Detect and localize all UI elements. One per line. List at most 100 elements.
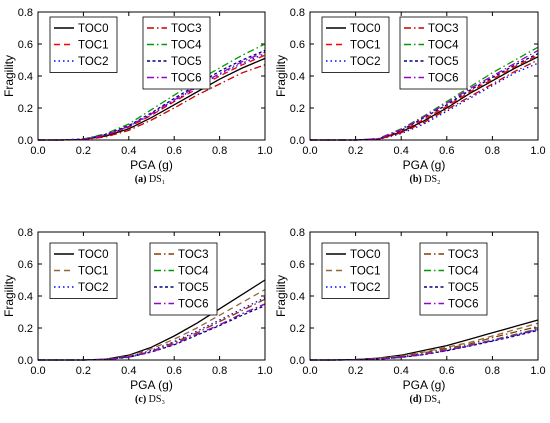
- legend-label-toc1: TOC1: [350, 266, 380, 278]
- y-tick-label: 0.6: [290, 39, 305, 51]
- legend-label-toc6: TOC6: [178, 299, 208, 311]
- series-line-toc4: [310, 46, 539, 141]
- legend-label-toc5: TOC5: [448, 282, 478, 294]
- y-tick-label: 0.0: [290, 355, 305, 367]
- legend-2: TOC3 TOC4 TOC5 TOC6: [142, 16, 211, 90]
- legend-label-toc0: TOC0: [78, 23, 108, 35]
- x-axis-label: PGA (g): [130, 378, 173, 392]
- legend-label-toc0: TOC0: [78, 249, 108, 261]
- x-tick-label: 0.0: [30, 145, 45, 157]
- legend-1: TOC0 TOC1 TOC2: [49, 16, 118, 73]
- y-tick-label: 0.8: [290, 7, 305, 19]
- x-tick-label: 0.2: [348, 365, 363, 377]
- series-line-toc0: [310, 319, 539, 361]
- y-tick-label: 0.6: [290, 259, 305, 271]
- y-axis-label: Fragility: [2, 55, 16, 97]
- panel-caption-letter: (d): [409, 394, 424, 405]
- x-tick-label: 1.0: [257, 145, 272, 157]
- plot-frame: [37, 11, 266, 141]
- y-tick-label: 0.6: [18, 259, 33, 271]
- x-tick-label: 1.0: [257, 365, 272, 377]
- panel-caption: (b) DS₂: [409, 174, 440, 185]
- legend-label-toc0: TOC0: [350, 23, 380, 35]
- x-tick-label: 0.8: [485, 145, 500, 157]
- y-tick-label: 0.4: [18, 291, 33, 303]
- series-line-toc6: [310, 328, 539, 361]
- legend-label-toc6: TOC6: [448, 299, 478, 311]
- x-tick-label: 0.4: [394, 365, 409, 377]
- legend-label-toc5: TOC5: [178, 282, 208, 294]
- x-axis-label: PGA (g): [403, 378, 446, 392]
- x-tick-label: 0.6: [167, 365, 182, 377]
- x-tick-label: 0.0: [302, 145, 317, 157]
- legend-label-toc4: TOC4: [428, 40, 459, 52]
- series-line-toc3: [310, 325, 539, 361]
- series-line-toc4: [38, 43, 266, 141]
- x-axis-label: PGA (g): [130, 158, 173, 172]
- plot-frame: [37, 231, 266, 361]
- legend-label-toc3: TOC3: [171, 23, 201, 35]
- series-line-toc5: [310, 329, 539, 361]
- y-tick-label: 0.0: [18, 355, 33, 367]
- y-tick-label: 0.4: [290, 291, 305, 303]
- chart-panel-3: 0.0 0.2 0.4 0.6 0.8 1.00.00.20.40.60.8TOC0TOC…: [2, 227, 273, 405]
- y-tick-label: 0.8: [18, 227, 33, 239]
- x-tick-label: 0.6: [439, 365, 454, 377]
- panel-caption-text: DS₃: [149, 394, 165, 405]
- legend-label-toc1: TOC1: [78, 40, 108, 52]
- y-axis-label: Fragility: [274, 55, 288, 97]
- legend-label-toc2: TOC2: [78, 56, 108, 68]
- series-line-toc3: [310, 59, 539, 141]
- legend-2: TOC3 TOC4 TOC5 TOC6: [149, 242, 218, 316]
- legend-box: [419, 242, 488, 316]
- legend-label-toc2: TOC2: [78, 282, 108, 294]
- legend-label-toc5: TOC5: [171, 56, 201, 68]
- plot-frame: [309, 231, 539, 361]
- x-tick-label: 0.0: [30, 365, 45, 377]
- panel-caption-letter: (a): [135, 174, 149, 185]
- y-axis-label: Fragility: [274, 275, 288, 317]
- x-tick-label: 0.8: [212, 365, 227, 377]
- series-line-toc4: [310, 328, 539, 361]
- x-tick-label: 0.6: [439, 145, 454, 157]
- y-tick-label: 0.8: [18, 7, 33, 19]
- y-tick-label: 0.2: [290, 103, 305, 115]
- legend-label-toc4: TOC4: [448, 266, 479, 278]
- legend-label-toc2: TOC2: [350, 56, 380, 68]
- legend-label-toc3: TOC3: [428, 23, 458, 35]
- legend-1: TOC0 TOC1 TOC2: [49, 242, 118, 299]
- legend-2: TOC3 TOC4 TOC5 TOC6: [399, 16, 468, 90]
- chart-panel-2: 0.0 0.2 0.4 0.6 0.8 1.00.00.20.40.60.8TOC0TOC…: [274, 7, 546, 185]
- legend-box: [399, 16, 468, 90]
- y-tick-label: 0.4: [18, 71, 33, 83]
- y-tick-label: 0.0: [290, 135, 305, 147]
- series-line-toc6: [310, 49, 539, 141]
- panel-caption-text: DS₁: [149, 174, 165, 185]
- series-line-toc2: [310, 328, 539, 361]
- legend-box: [142, 16, 211, 90]
- x-tick-label: 0.4: [121, 365, 136, 377]
- series-line-toc1: [310, 322, 539, 361]
- legend-label-toc0: TOC0: [350, 249, 380, 261]
- x-tick-label: 0.0: [302, 365, 317, 377]
- x-tick-label: 0.2: [76, 145, 91, 157]
- panel-caption: (a) DS₁: [135, 174, 165, 185]
- series-line-toc1: [38, 289, 266, 361]
- series-line-toc2: [310, 62, 539, 141]
- legend-label-toc6: TOC6: [428, 73, 458, 85]
- legend-2: TOC3 TOC4 TOC5 TOC6: [419, 242, 488, 316]
- y-axis-label: Fragility: [2, 275, 16, 317]
- legend-box: [49, 242, 118, 299]
- x-tick-label: 1.0: [530, 145, 545, 157]
- legend-label-toc3: TOC3: [448, 249, 478, 261]
- panel-caption-text: DS₂: [424, 174, 440, 185]
- legend-1: TOC0 TOC1 TOC2: [321, 242, 390, 299]
- x-axis-label: PGA (g): [403, 158, 446, 172]
- panel-caption-letter: (c): [135, 394, 149, 405]
- plot-frame: [309, 11, 539, 141]
- chart-panel-1: 0.0 0.2 0.4 0.6 0.8 1.00.00.20.40.60.8TOC0TOC…: [2, 7, 273, 185]
- y-tick-label: 0.2: [18, 103, 33, 115]
- panel-caption-letter: (b): [409, 174, 424, 185]
- x-tick-label: 0.2: [348, 145, 363, 157]
- series-line-toc1: [38, 54, 266, 141]
